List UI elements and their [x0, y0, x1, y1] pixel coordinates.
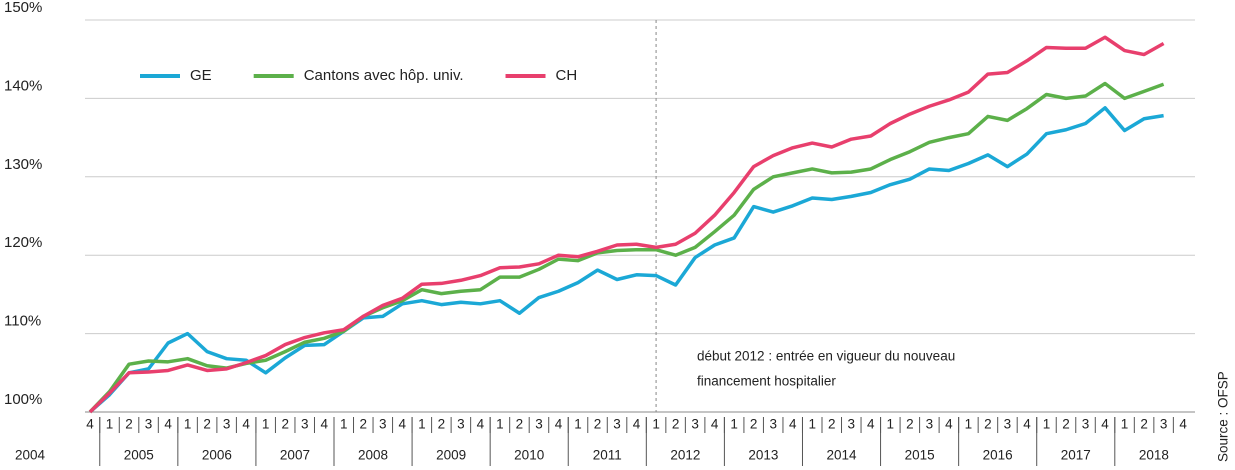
x-tick-label: 3 — [379, 417, 387, 432]
x-tick-label: 4 — [867, 417, 875, 432]
x-tick-label: 1 — [262, 417, 270, 432]
x-tick-label: 4 — [711, 417, 719, 432]
year-label: 2009 — [436, 448, 466, 463]
x-tick-label: 3 — [1004, 417, 1012, 432]
x-tick-label: 4 — [789, 417, 797, 432]
x-tick-label: 2 — [906, 417, 914, 432]
x-tick-label: 2 — [203, 417, 211, 432]
year-label: 2004 — [15, 448, 46, 463]
year-label: 2018 — [1139, 448, 1169, 463]
legend-label: CH — [556, 67, 578, 84]
x-tick-label: 4 — [320, 417, 328, 432]
x-tick-label: 1 — [340, 417, 348, 432]
x-tick-label: 1 — [887, 417, 895, 432]
year-label: 2008 — [358, 448, 388, 463]
x-tick-label: 1 — [808, 417, 816, 432]
x-tick-label: 1 — [106, 417, 114, 432]
year-label: 2016 — [983, 448, 1013, 463]
x-tick-label: 4 — [555, 417, 563, 432]
x-tick-label: 4 — [1101, 417, 1109, 432]
x-tick-label: 3 — [1160, 417, 1168, 432]
x-tick-label: 2 — [516, 417, 524, 432]
y-tick-label: 150% — [4, 0, 42, 16]
x-tick-label: 3 — [301, 417, 309, 432]
year-label: 2010 — [514, 448, 544, 463]
year-label: 2012 — [670, 448, 700, 463]
x-tick-label: 2 — [750, 417, 758, 432]
x-tick-label: 3 — [613, 417, 621, 432]
y-tick-label: 120% — [4, 234, 42, 251]
x-tick-label: 1 — [965, 417, 973, 432]
year-label: 2015 — [905, 448, 935, 463]
x-tick-label: 2 — [828, 417, 836, 432]
annotation-text: début 2012 : entrée en vigueur du nouvea… — [697, 349, 955, 364]
x-tick-label: 3 — [691, 417, 699, 432]
legend-label: Cantons avec hôp. univ. — [304, 67, 464, 84]
year-label: 2017 — [1061, 448, 1091, 463]
x-tick-label: 3 — [145, 417, 153, 432]
line-series — [88, 35, 1165, 414]
y-tick-label: 140% — [4, 77, 42, 94]
x-tick-label: 3 — [926, 417, 934, 432]
x-tick-label: 3 — [848, 417, 856, 432]
x-tick-label: 3 — [223, 417, 231, 432]
line-series — [88, 106, 1164, 414]
x-tick-label: 4 — [633, 417, 641, 432]
y-tick-label: 100% — [4, 391, 42, 408]
x-tick-label: 4 — [242, 417, 250, 432]
y-tick-label: 130% — [4, 156, 42, 173]
x-tick-label: 1 — [418, 417, 426, 432]
x-tick-label: 2 — [125, 417, 133, 432]
x-tick-label: 3 — [1082, 417, 1090, 432]
year-label: 2007 — [280, 448, 310, 463]
x-tick-label: 2 — [984, 417, 992, 432]
x-tick-label: 2 — [360, 417, 368, 432]
x-tick-label: 2 — [672, 417, 680, 432]
year-label: 2006 — [202, 448, 232, 463]
x-tick-label: 4 — [164, 417, 172, 432]
x-tick-label: 1 — [496, 417, 504, 432]
x-tick-label: 1 — [184, 417, 192, 432]
x-tick-label: 2 — [438, 417, 446, 432]
year-label: 2005 — [124, 448, 154, 463]
year-label: 2014 — [826, 448, 857, 463]
x-tick-label: 3 — [769, 417, 777, 432]
x-tick-label: 4 — [477, 417, 485, 432]
x-tick-label: 3 — [457, 417, 465, 432]
x-tick-label: 1 — [1043, 417, 1051, 432]
year-label: 2013 — [748, 448, 778, 463]
line-series — [88, 81, 1165, 414]
x-tick-label: 4 — [399, 417, 407, 432]
x-tick-label: 1 — [1121, 417, 1129, 432]
x-tick-label: 2 — [1140, 417, 1148, 432]
x-tick-label: 4 — [1023, 417, 1031, 432]
x-tick-label: 4 — [945, 417, 953, 432]
x-tick-label: 1 — [730, 417, 738, 432]
x-tick-label: 4 — [1179, 417, 1187, 432]
legend-label: GE — [190, 67, 212, 84]
annotation-text: financement hospitalier — [697, 374, 836, 389]
source: Source : OFSP — [1216, 371, 1231, 462]
year-label: 2011 — [593, 448, 622, 463]
x-tick-label: 2 — [1062, 417, 1070, 432]
x-tick-label: 3 — [535, 417, 543, 432]
x-tick-label: 2 — [281, 417, 289, 432]
x-tick-label: 4 — [86, 417, 94, 432]
x-tick-label: 2 — [594, 417, 602, 432]
y-tick-label: 110% — [4, 313, 41, 330]
x-tick-label: 1 — [574, 417, 582, 432]
x-tick-label: 1 — [652, 417, 660, 432]
